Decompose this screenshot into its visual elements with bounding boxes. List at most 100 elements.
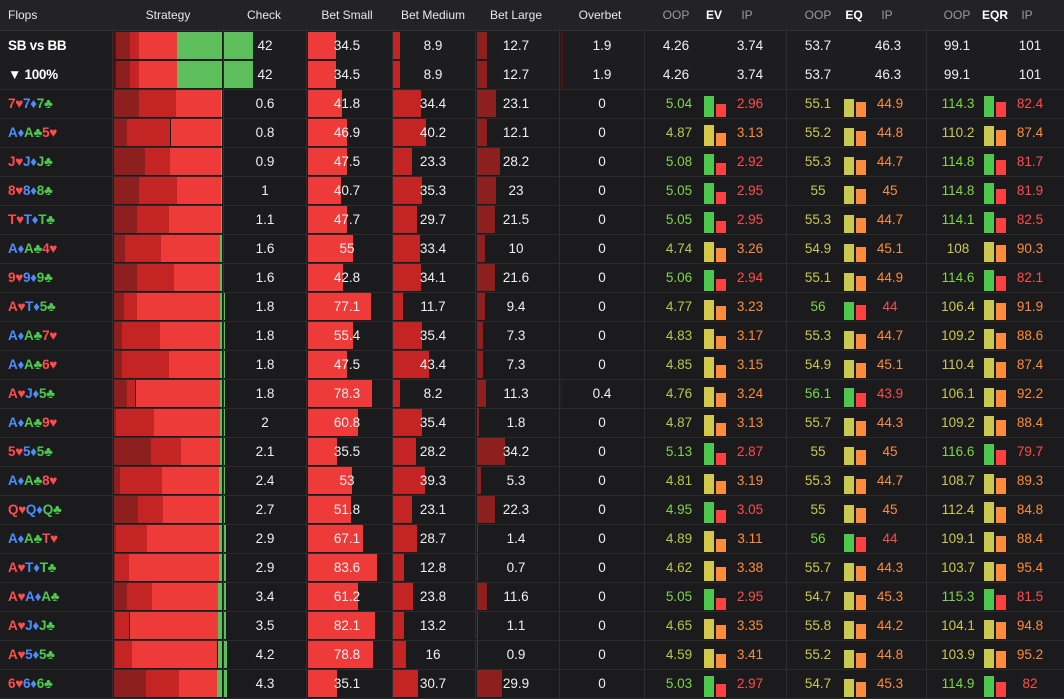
ev-ip-value: 3.35 bbox=[730, 611, 770, 640]
overbet-value: 0 bbox=[560, 350, 644, 379]
flop-card: 4♥ bbox=[42, 241, 57, 256]
header-bet-large[interactable]: Bet Large bbox=[476, 0, 556, 30]
flop-label[interactable]: Q♥Q♦Q♣ bbox=[8, 495, 108, 524]
strategy-segment-bet-small bbox=[162, 467, 219, 494]
flop-label[interactable]: ▼ 100% bbox=[8, 60, 108, 89]
column-divider bbox=[475, 118, 476, 147]
header-bet-small[interactable]: Bet Small bbox=[306, 0, 388, 30]
overbet-value: 0 bbox=[560, 640, 644, 669]
column-divider bbox=[475, 669, 476, 698]
flop-label[interactable]: 9♥9♦9♣ bbox=[8, 263, 108, 292]
eqr-oop-value: 114.9 bbox=[936, 669, 980, 698]
flop-label[interactable]: 8♥8♦8♣ bbox=[8, 176, 108, 205]
bet-large-value: 7.3 bbox=[476, 350, 556, 379]
flop-label[interactable]: 7♥7♦7♣ bbox=[8, 89, 108, 118]
ev-ip-value: 3.74 bbox=[728, 60, 772, 89]
flop-label[interactable]: A♥5♦5♣ bbox=[8, 640, 108, 669]
column-divider bbox=[306, 350, 307, 379]
flop-label[interactable]: T♥T♦T♣ bbox=[8, 205, 108, 234]
column-divider bbox=[786, 437, 787, 466]
check-value: 1.8 bbox=[224, 350, 306, 379]
flop-label[interactable]: 5♥5♦5♣ bbox=[8, 437, 108, 466]
flop-label[interactable]: A♦A♣5♥ bbox=[8, 118, 108, 147]
header-overbet[interactable]: Overbet bbox=[560, 0, 640, 30]
flop-card: 9♥ bbox=[42, 415, 57, 430]
eqr-oop-bar bbox=[984, 212, 994, 233]
flop-label[interactable]: A♦A♣8♥ bbox=[8, 466, 108, 495]
column-divider bbox=[223, 176, 224, 205]
header-flops[interactable]: Flops bbox=[8, 0, 68, 30]
ev-ip-bar bbox=[716, 654, 726, 668]
flop-label[interactable]: 6♥6♦6♣ bbox=[8, 669, 108, 698]
strategy-segment-bet-medium bbox=[115, 554, 129, 581]
flop-label[interactable]: A♥J♦J♣ bbox=[8, 611, 108, 640]
strategy-segment-check bbox=[221, 148, 222, 175]
column-divider bbox=[223, 234, 224, 263]
ev-oop-bar bbox=[704, 125, 714, 146]
column-divider bbox=[112, 89, 113, 118]
header-eqr-ip[interactable]: IP bbox=[1012, 0, 1042, 30]
eq-oop-bar bbox=[844, 505, 854, 523]
flop-label[interactable]: A♥T♦5♣ bbox=[8, 292, 108, 321]
flop-label[interactable]: A♦A♣6♥ bbox=[8, 350, 108, 379]
flop-label[interactable]: A♥J♦5♣ bbox=[8, 379, 108, 408]
eqr-oop-bar bbox=[984, 270, 994, 291]
column-divider bbox=[786, 292, 787, 321]
flop-label[interactable]: A♦A♣7♥ bbox=[8, 321, 108, 350]
header-eqr-oop[interactable]: OOP bbox=[935, 0, 979, 30]
flop-label[interactable]: A♥T♦T♣ bbox=[8, 553, 108, 582]
header-ev[interactable]: EV bbox=[700, 0, 728, 30]
ev-oop-bar bbox=[704, 183, 714, 204]
header-eqr[interactable]: EQR bbox=[980, 0, 1010, 30]
header-check[interactable]: Check bbox=[224, 0, 304, 30]
flop-label[interactable]: J♥J♦J♣ bbox=[8, 147, 108, 176]
header-strategy[interactable]: Strategy bbox=[114, 0, 222, 30]
column-divider bbox=[926, 31, 927, 60]
header-eq-oop[interactable]: OOP bbox=[796, 0, 840, 30]
table-header: Flops Strategy Check Bet Small Bet Mediu… bbox=[0, 0, 1064, 31]
flop-label[interactable]: A♥A♦A♣ bbox=[8, 582, 108, 611]
header-ev-ip[interactable]: IP bbox=[730, 0, 764, 30]
eqr-ip-value: 88.6 bbox=[1008, 321, 1052, 350]
column-divider bbox=[559, 118, 560, 147]
header-eq-ip[interactable]: IP bbox=[870, 0, 904, 30]
flop-label[interactable]: A♦A♣9♥ bbox=[8, 408, 108, 437]
eqr-ip-value: 81.7 bbox=[1008, 147, 1052, 176]
flop-label[interactable]: A♦A♣T♥ bbox=[8, 524, 108, 553]
bet-large-value: 1.1 bbox=[476, 611, 556, 640]
eqr-ip-value: 95.2 bbox=[1008, 640, 1052, 669]
flop-card: A♣ bbox=[24, 328, 42, 343]
header-ev-oop[interactable]: OOP bbox=[654, 0, 698, 30]
strategy-bar bbox=[114, 119, 222, 146]
flop-label[interactable]: A♦A♣4♥ bbox=[8, 234, 108, 263]
bet-large-value: 21.5 bbox=[476, 205, 556, 234]
header-bet-medium[interactable]: Bet Medium bbox=[393, 0, 473, 30]
column-divider bbox=[644, 524, 645, 553]
header-eq[interactable]: EQ bbox=[842, 0, 866, 30]
eqr-ip-value: 90.3 bbox=[1008, 234, 1052, 263]
column-divider bbox=[392, 611, 393, 640]
flop-label[interactable]: SB vs BB bbox=[8, 31, 108, 60]
